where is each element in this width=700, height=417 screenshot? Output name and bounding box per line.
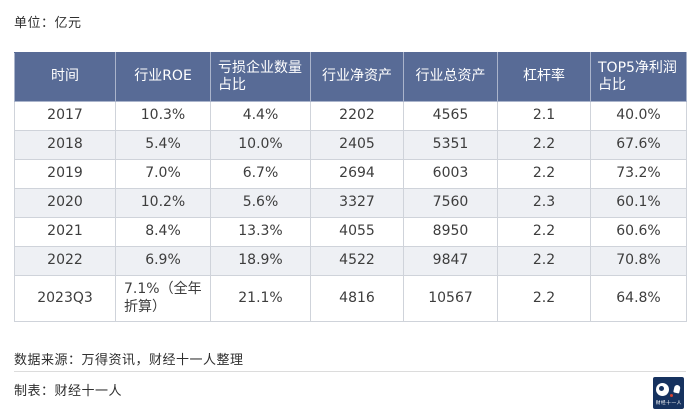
unit-label: 单位：亿元	[14, 16, 82, 31]
table-row: 2017 10.3% 4.4% 2202 4565 2.1 40.0%	[14, 101, 687, 131]
table-cell: 8950	[403, 217, 498, 247]
row-label-cell: 2023Q3	[14, 275, 116, 322]
table-row: 2019 7.0% 6.7% 2694 6003 2.2 73.2%	[14, 159, 687, 189]
table-cell: 7.0%	[115, 159, 211, 189]
table-cell: 2.3	[497, 188, 591, 218]
table-cell: 2405	[310, 130, 404, 160]
table-row: 2018 5.4% 10.0% 2405 5351 2.2 67.6%	[14, 130, 687, 160]
table-cell: 10567	[403, 275, 498, 322]
table-cell: 40.0%	[590, 101, 687, 131]
table-cell: 3327	[310, 188, 404, 218]
table-cell: 7.1%（全年折算）	[115, 275, 211, 322]
row-label-cell: 2020	[14, 188, 116, 218]
caijing-eleven-logo: 财经十一人	[653, 377, 684, 409]
column-header: 亏损企业数量占比	[210, 52, 311, 102]
logo-text: 财经十一人	[655, 399, 682, 406]
credit-line: 制表：财经十一人	[14, 384, 123, 399]
data-source-line: 数据来源：万得资讯，财经十一人整理	[14, 353, 244, 368]
table-cell: 5.4%	[115, 130, 211, 160]
footer-divider	[14, 371, 686, 372]
table-cell: 10.2%	[115, 188, 211, 218]
table-cell: 2.2	[497, 275, 591, 322]
table-row: 2021 8.4% 13.3% 4055 8950 2.2 60.6%	[14, 217, 687, 247]
row-label-cell: 2021	[14, 217, 116, 247]
table-cell: 67.6%	[590, 130, 687, 160]
column-header: 行业ROE	[115, 52, 211, 102]
table-cell: 4522	[310, 246, 404, 276]
row-label-cell: 2019	[14, 159, 116, 189]
row-label-cell: 2022	[14, 246, 116, 276]
table-cell: 73.2%	[590, 159, 687, 189]
table-cell: 4055	[310, 217, 404, 247]
table-cell: 2.2	[497, 246, 591, 276]
table-cell: 5.6%	[210, 188, 311, 218]
table-cell: 4.4%	[210, 101, 311, 131]
column-header: 时间	[14, 52, 116, 102]
table-row: 2022 6.9% 18.9% 4522 9847 2.2 70.8%	[14, 246, 687, 276]
table-cell: 6003	[403, 159, 498, 189]
table-header: 时间 行业ROE 亏损企业数量占比 行业净资产 行业总资产 杠杆率 TOP5净利润占比	[14, 52, 687, 102]
table-cell: 4565	[403, 101, 498, 131]
table-cell: 9847	[403, 246, 498, 276]
row-label-cell: 2018	[14, 130, 116, 160]
table-cell: 7560	[403, 188, 498, 218]
column-header: 杠杆率	[497, 52, 591, 102]
table-cell: 60.6%	[590, 217, 687, 247]
column-header: 行业总资产	[403, 52, 498, 102]
row-label-cell: 2017	[14, 101, 116, 131]
table-cell: 10.3%	[115, 101, 211, 131]
table-cell: 10.0%	[210, 130, 311, 160]
table-cell: 6.7%	[210, 159, 311, 189]
table-cell: 8.4%	[115, 217, 211, 247]
table-cell: 2.1	[497, 101, 591, 131]
table-row: 2020 10.2% 5.6% 3327 7560 2.3 60.1%	[14, 188, 687, 218]
table-cell: 21.1%	[210, 275, 311, 322]
column-header: 行业净资产	[310, 52, 404, 102]
table-cell: 2.2	[497, 217, 591, 247]
column-header: TOP5净利润占比	[590, 52, 687, 102]
table-header-row: 时间 行业ROE 亏损企业数量占比 行业净资产 行业总资产 杠杆率 TOP5净利润占比	[14, 52, 687, 102]
table-row: 2023Q3 7.1%（全年折算） 21.1% 4816 10567 2.2 64.8%	[14, 275, 687, 322]
logo-glyph-row	[655, 381, 682, 399]
red-dot-icon	[670, 393, 673, 397]
table-cell: 18.9%	[210, 246, 311, 276]
table-cell: 4816	[310, 275, 404, 322]
globe-icon	[656, 382, 669, 396]
table-cell: 5351	[403, 130, 498, 160]
table-cell: 64.8%	[590, 275, 687, 322]
table-cell: 2694	[310, 159, 404, 189]
industry-data-table: 时间 行业ROE 亏损企业数量占比 行业净资产 行业总资产 杠杆率 TOP5净利润占比 20…	[14, 52, 687, 322]
table-body: 2017 10.3% 4.4% 2202 4565 2.1 40.0% 2018 5.4% 10.…	[14, 101, 687, 322]
table-cell: 6.9%	[115, 246, 211, 276]
table-cell: 2202	[310, 101, 404, 131]
table-cell: 2.2	[497, 159, 591, 189]
table-cell: 13.3%	[210, 217, 311, 247]
table-cell: 60.1%	[590, 188, 687, 218]
table-cell: 2.2	[497, 130, 591, 160]
figure-icon	[673, 383, 681, 394]
table-cell: 70.8%	[590, 246, 687, 276]
